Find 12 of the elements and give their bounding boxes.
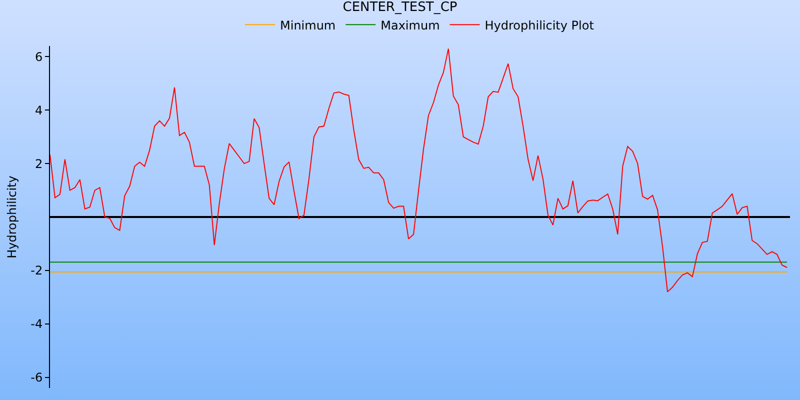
legend-label: Minimum <box>280 18 336 32</box>
line-series <box>50 48 788 292</box>
y-axis-title: Hydrophilicity <box>5 176 19 258</box>
y-tick-label: -6 <box>30 370 43 385</box>
legend-label: Maximum <box>380 18 440 32</box>
y-tick-label: 2 <box>34 156 43 171</box>
y-tick-label: 4 <box>34 103 43 118</box>
y-tick-label: -4 <box>30 317 43 332</box>
y-tick-label: -2 <box>30 264 43 278</box>
chart-title: CENTER_TEST_CP <box>342 0 458 16</box>
y-tick-label: 6 <box>34 50 43 64</box>
legend-label: Hydrophilicity Plot <box>484 18 594 32</box>
